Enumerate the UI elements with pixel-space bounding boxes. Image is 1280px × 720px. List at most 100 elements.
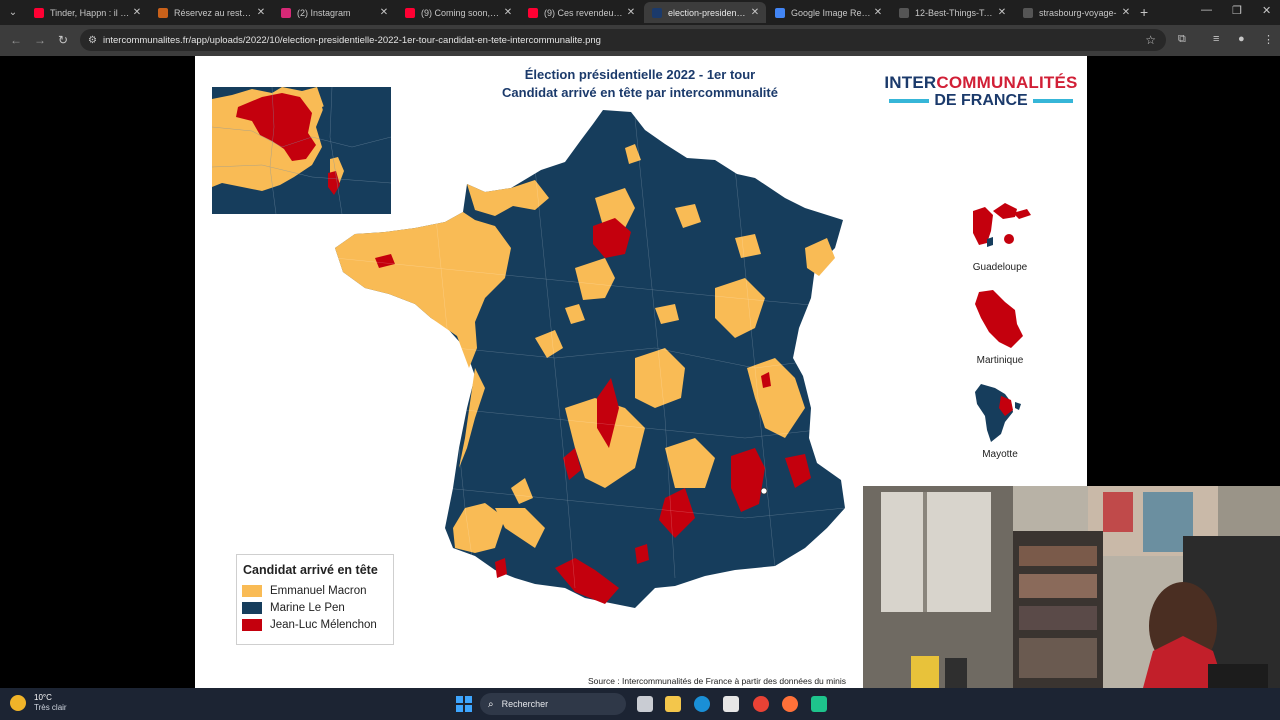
- browser-tab[interactable]: (9) Coming soon, a n ✕: [397, 2, 519, 23]
- browser-tab[interactable]: strasbourg-voyage- ✕: [1015, 2, 1137, 23]
- tab-close-icon[interactable]: ✕: [256, 7, 266, 18]
- election-map-image: Élection présidentielle 2022 - 1er tour …: [195, 56, 1087, 688]
- webcam-video-frame: [863, 486, 1280, 688]
- tab-favicon-icon: [652, 7, 662, 18]
- browser-tab[interactable]: election-presidentiell ✕: [644, 2, 766, 23]
- tab-label: Google Image Result: [791, 7, 871, 18]
- legend-item-macron: Emmanuel Macron: [242, 585, 393, 597]
- tab-close-icon[interactable]: ✕: [997, 7, 1007, 18]
- map-title-line1: Élection présidentielle 2022 - 1er tour: [524, 67, 756, 82]
- forward-icon[interactable]: →: [34, 33, 46, 47]
- tab-favicon-icon: [281, 7, 291, 18]
- weather-temperature: 10°C: [34, 693, 52, 702]
- tab-favicon-icon: [158, 7, 168, 18]
- weather-widget[interactable]: 10°C Très clair: [10, 693, 67, 713]
- tab-close-icon[interactable]: ✕: [503, 7, 513, 18]
- map-title-line2: Candidat arrivé en tête par intercommuna…: [502, 85, 778, 100]
- media-controls-icon[interactable]: ≡: [1213, 33, 1220, 45]
- profile-avatar-icon[interactable]: ●: [1238, 33, 1245, 45]
- address-bar[interactable]: ⚙ intercommunalites.fr/app/uploads/2022/…: [80, 29, 1166, 51]
- taskbar-search[interactable]: ⌕ Rechercher: [480, 693, 626, 715]
- tab-favicon-icon: [34, 7, 44, 18]
- overseas-label: Mayotte: [982, 449, 1018, 460]
- browser-menu-icon[interactable]: ⋮: [1263, 34, 1274, 46]
- legend-swatch: [242, 619, 262, 631]
- paris-inset-map: [212, 87, 391, 214]
- browser-tab[interactable]: Réservez au restaura ✕: [150, 2, 272, 23]
- tab-close-icon[interactable]: ✕: [626, 7, 636, 18]
- task-view-icon[interactable]: [637, 696, 653, 712]
- windows-start-icon[interactable]: [456, 696, 472, 712]
- france-choropleth-map: [335, 110, 846, 608]
- tab-favicon-icon: [1023, 7, 1033, 18]
- legend-swatch: [242, 602, 262, 614]
- browser-tab[interactable]: 12-Best-Things-To-D ✕: [891, 2, 1013, 23]
- legend-item-le-pen: Marine Le Pen: [242, 602, 393, 614]
- app-icon[interactable]: [811, 696, 827, 712]
- tab-label: Tinder, Happn : il y p: [50, 7, 130, 18]
- close-window-icon[interactable]: ✕: [1262, 5, 1272, 17]
- taskbar-search-placeholder: Rechercher: [501, 699, 549, 709]
- tab-close-icon[interactable]: ✕: [1121, 7, 1131, 18]
- logo-text-de-france: DE FRANCE: [934, 92, 1028, 109]
- tab-favicon-icon: [528, 7, 538, 18]
- reload-icon[interactable]: ↻: [58, 33, 69, 47]
- page-viewport: Élection présidentielle 2022 - 1er tour …: [0, 56, 1280, 688]
- tab-label: (2) Instagram: [297, 7, 351, 18]
- weather-condition: Très clair: [34, 703, 67, 712]
- legend-swatch: [242, 585, 262, 597]
- browser-tab[interactable]: Tinder, Happn : il y p ✕: [26, 2, 148, 23]
- overseas-guadeloupe: Guadeloupe: [955, 201, 1045, 273]
- legend-label: Jean-Luc Mélenchon: [270, 619, 377, 631]
- new-tab-icon[interactable]: +: [1140, 4, 1149, 20]
- overseas-label: Martinique: [976, 355, 1024, 366]
- url-text[interactable]: intercommunalites.fr/app/uploads/2022/10…: [102, 34, 601, 46]
- minimize-icon[interactable]: —: [1201, 4, 1212, 16]
- tab-close-icon[interactable]: ✕: [132, 7, 142, 18]
- tab-close-icon[interactable]: ✕: [379, 7, 389, 18]
- logo-text-inter: INTER: [884, 73, 937, 92]
- legend-item-melenchon: Jean-Luc Mélenchon: [242, 619, 393, 631]
- chrome-icon[interactable]: [753, 696, 769, 712]
- map-title: Élection présidentielle 2022 - 1er tour …: [475, 66, 805, 102]
- intercommunalites-logo: INTERCOMMUNALITÉS DE FRANCE: [878, 74, 1084, 110]
- tab-search-chevron-icon[interactable]: ⌄: [8, 7, 18, 18]
- tab-close-icon[interactable]: ✕: [873, 7, 883, 18]
- tab-label: (9) Coming soon, a n: [421, 7, 501, 18]
- martinique-map: [975, 290, 1023, 348]
- restore-icon[interactable]: ❐: [1232, 5, 1242, 17]
- tab-label: Réservez au restaura: [174, 7, 254, 18]
- tab-label: (9) Ces revendeurs d: [544, 7, 624, 18]
- extensions-icon[interactable]: ⧉: [1178, 33, 1186, 45]
- overseas-label: Guadeloupe: [972, 262, 1028, 273]
- site-info-icon[interactable]: ⚙: [88, 34, 97, 46]
- tab-favicon-icon: [775, 7, 785, 18]
- tab-label: election-presidentiell: [668, 7, 748, 18]
- search-icon: ⌕: [488, 698, 494, 710]
- mayotte-map: [975, 384, 1021, 442]
- bookmark-star-icon[interactable]: ☆: [1145, 33, 1156, 47]
- tab-favicon-icon: [899, 7, 909, 18]
- file-explorer-icon[interactable]: [665, 696, 681, 712]
- browser-tab-strip: ⌄ Tinder, Happn : il y p ✕ Réservez au res…: [0, 0, 1280, 25]
- browser-tab[interactable]: Google Image Result ✕: [767, 2, 889, 23]
- edge-icon[interactable]: [694, 696, 710, 712]
- legend-title: Candidat arrivé en tête: [243, 563, 378, 577]
- legend-label: Emmanuel Macron: [270, 585, 367, 597]
- browser-tab[interactable]: (9) Ces revendeurs d ✕: [520, 2, 642, 23]
- tab-close-icon[interactable]: ✕: [750, 7, 760, 18]
- weather-moon-icon: [10, 695, 26, 711]
- tab-favicon-icon: [405, 7, 415, 18]
- logo-bar-left: [889, 99, 930, 103]
- windows-taskbar: 10°C Très clair ⌕ Rechercher: [0, 688, 1280, 720]
- webcam-overlay: [863, 486, 1280, 688]
- overseas-martinique: Martinique: [955, 288, 1045, 366]
- tab-label: 12-Best-Things-To-D: [915, 7, 995, 18]
- browser-tab[interactable]: (2) Instagram ✕: [273, 2, 395, 23]
- guadeloupe-map: [973, 203, 1031, 247]
- store-icon[interactable]: [723, 696, 739, 712]
- overseas-mayotte: Mayotte: [955, 382, 1045, 460]
- firefox-icon[interactable]: [782, 696, 798, 712]
- back-icon[interactable]: ←: [10, 33, 22, 47]
- logo-bar-right: [1032, 99, 1073, 103]
